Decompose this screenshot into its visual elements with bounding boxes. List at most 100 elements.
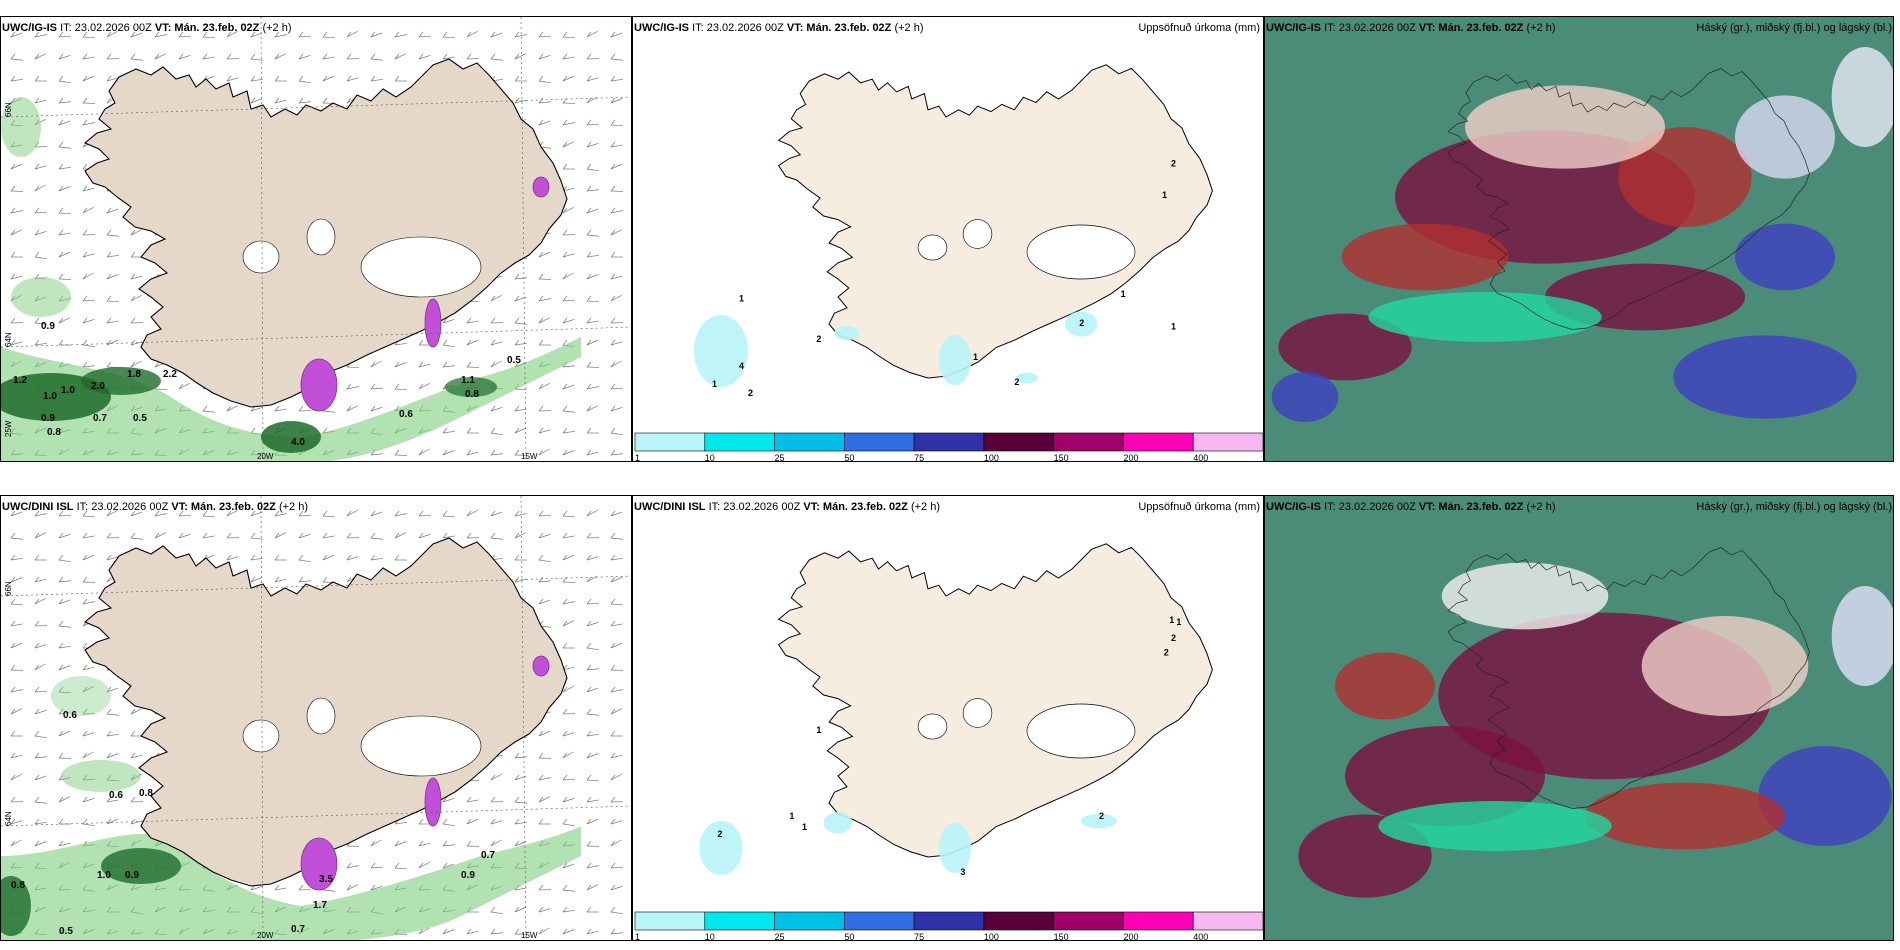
colorbar-swatch [844,432,915,452]
precip-colorbar: 1 10 25 50 75 100 150 200 400 [634,911,1263,941]
valid-time-label: VT: [1418,501,1436,513]
init-time: IT: 23.02.2026 00Z [76,501,169,513]
init-time: IT: 23.02.2026 00Z [1324,501,1416,513]
colorbar-label: 25 [775,932,785,941]
colorbar-swatch [1192,432,1263,452]
header-wind-top: UWC/IG-IS IT: 23.02.2026 00Z VT: Mán. 23… [2,20,632,36]
colorbar-swatch [1053,911,1124,931]
model-name: UWC/IG-IS [1266,501,1321,513]
precip-value-label: 2 [1171,159,1176,169]
colorbar-swatch [844,911,915,931]
gust-value-label: 0.7 [481,850,495,861]
precip-value-label: 1 [1169,615,1174,625]
gust-value-label: 1.0 [43,391,57,402]
colorbar-swatch [1123,911,1194,931]
model-name: UWC/IG-IS [634,22,689,34]
glacier [1026,703,1136,759]
precip-value-label: 2 [1079,318,1084,328]
cloud-title: Háský (gr.), miðský (fj.bl.) og lágský (… [1696,22,1892,34]
tick-label: 66N [4,581,13,596]
wind-panel-top: 20W 15W 66N 64N 25W 0.9 1.2 1.0 1.0 2.0 1.8 2.2 0.9 0… [0,16,632,462]
precip-value-label: 2 [1099,811,1104,821]
gust-value-label: 1.0 [97,870,111,881]
precip-panel-bottom: 1 2 2 1 1 2 1 2 3 1 1 10 25 50 75 100 150 200 400 [632,495,1264,941]
gust-value-label: 0.5 [507,355,521,366]
gust-value-label: 0.8 [139,788,153,799]
wind-map-bottom: 20W 15W 66N 64N 0.6 0.8 0.6 1.0 0.9 0.5 0.8 1.7 0.7 0… [1,496,631,940]
gust-value-label: 2.2 [163,369,177,380]
precip-value-label: 1 [712,379,717,389]
iceland-landmass [777,64,1213,379]
colorbar-label: 50 [844,932,854,941]
lat-lon-grid [1,496,631,940]
valid-time-label: VT: [154,22,172,34]
glacier [1026,224,1136,280]
init-time: IT: 23.02.2026 00Z [692,22,784,34]
tick-label: 20W [257,931,274,940]
gust-value-label: 2.0 [91,381,105,392]
glacier [962,219,993,249]
colorbar-label: 150 [1054,932,1069,941]
colorbar-label: 75 [914,932,924,941]
valid-time-label: VT: [786,22,804,34]
precip-value-label: 2 [1164,647,1169,657]
cloud-layers [1271,47,1893,422]
model-name: UWC/DINI ISL [634,501,706,513]
valid-time: Mán. 23.feb. 02Z [1438,501,1524,513]
colorbar-label: 1 [635,453,640,462]
colorbar-swatch [774,911,845,931]
tick-label: 15W [521,452,538,461]
gust-value-label: 3.5 [319,874,333,885]
precip-value-label: 1 [1162,190,1167,200]
wind-map-top: 20W 15W 66N 64N 25W 0.9 1.2 1.0 1.0 2.0 1.8 2.2 0.9 0… [1,17,631,461]
precip-map-top: 2 1 1 1 2 4 1 2 2 1 2 1 1 10 25 50 75 100 150 200 400 [634,64,1263,462]
gust-value-label: 0.7 [291,924,305,935]
cloud-layers [1298,562,1893,898]
precip-value-label: 1 [1121,289,1126,299]
header-wind-bottom: UWC/DINI ISL IT: 23.02.2026 00Z VT: Mán.… [2,499,632,515]
cloud-title: Háský (gr.), miðský (fj.bl.) og lágský (… [1696,501,1892,513]
gust-value-label: 1.1 [461,375,475,386]
gust-value-label: 0.9 [461,870,475,881]
colorbar-label: 200 [1123,453,1138,462]
precip-value-label: 1 [1176,617,1181,627]
precip-colorbar: 1 10 25 50 75 100 150 200 400 [634,432,1263,462]
valid-time: Mán. 23.feb. 02Z [806,22,892,34]
colorbar-label: 10 [705,453,715,462]
colorbar-swatch [1192,911,1263,931]
glacier [242,240,280,274]
gust-value-label: 1.2 [13,375,27,386]
valid-time: Mán. 23.feb. 02Z [190,501,276,513]
model-name: UWC/IG-IS [2,22,57,34]
gust-value-label: 1.0 [61,385,75,396]
colorbar-label: 100 [984,932,999,941]
lead-time: (+2 h) [1526,22,1556,34]
lead-time: (+2 h) [1526,501,1556,513]
tick-label: 15W [521,931,538,940]
precip-value-label: 1 [739,294,744,304]
precip-value-label: 2 [1014,377,1019,387]
glacier [306,697,336,735]
lead-time: (+2 h) [278,501,309,513]
precip-value-label: 1 [816,725,821,735]
glacier [917,713,948,740]
gust-value-label: 4.0 [291,437,305,448]
gust-value-label: 0.9 [41,413,55,424]
gust-value-label: 0.8 [47,427,61,438]
gust-value-label: 0.9 [125,870,139,881]
precip-value-label: 2 [717,829,722,839]
tick-label: 64N [4,811,13,826]
precip-title: Uppsöfnuð úrkoma (mm) [1138,501,1260,513]
glacier [917,234,948,261]
gust-value-label: 0.8 [11,880,25,891]
valid-time: Mán. 23.feb. 02Z [174,22,260,34]
colorbar-swatch [774,432,845,452]
precip-value-label: 3 [960,867,965,877]
precip-value-label: 1 [1171,321,1176,331]
lead-time: (+2 h) [894,22,924,34]
colorbar-label: 75 [914,453,924,462]
gust-value-label: 0.6 [399,409,413,420]
precip-value-label: 2 [1171,633,1176,643]
colorbar-label: 400 [1193,453,1208,462]
